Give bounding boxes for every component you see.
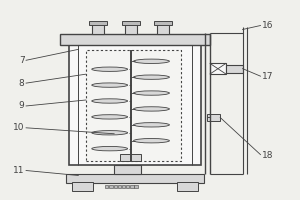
Text: 16: 16 xyxy=(262,21,274,30)
Ellipse shape xyxy=(134,75,169,79)
Bar xyxy=(226,65,243,73)
Ellipse shape xyxy=(134,123,169,127)
Ellipse shape xyxy=(92,67,128,71)
Bar xyxy=(177,182,198,191)
Bar xyxy=(89,21,107,25)
Bar xyxy=(69,45,201,165)
Bar xyxy=(66,174,204,183)
Bar xyxy=(158,22,169,34)
Bar xyxy=(105,185,109,188)
Ellipse shape xyxy=(92,146,128,151)
Text: 9: 9 xyxy=(19,101,25,110)
Ellipse shape xyxy=(134,91,169,95)
Bar xyxy=(154,21,172,25)
Bar xyxy=(207,114,220,121)
Text: 11: 11 xyxy=(13,166,25,175)
Bar xyxy=(110,185,113,188)
Bar xyxy=(92,22,104,34)
Bar xyxy=(210,63,226,74)
Ellipse shape xyxy=(92,99,128,103)
Text: 10: 10 xyxy=(13,123,25,132)
Bar xyxy=(114,165,141,174)
Bar xyxy=(122,185,125,188)
Bar xyxy=(124,22,136,34)
Ellipse shape xyxy=(134,139,169,143)
Text: 8: 8 xyxy=(19,79,25,88)
Bar xyxy=(126,185,129,188)
Ellipse shape xyxy=(92,115,128,119)
Bar xyxy=(72,182,93,191)
Ellipse shape xyxy=(134,107,169,111)
Bar xyxy=(114,185,117,188)
Bar xyxy=(122,21,140,25)
Bar xyxy=(134,185,138,188)
Text: 7: 7 xyxy=(19,56,25,65)
Bar xyxy=(60,34,210,45)
Bar xyxy=(86,50,182,161)
Bar xyxy=(130,185,134,188)
Ellipse shape xyxy=(92,131,128,135)
Bar xyxy=(118,185,121,188)
Text: 17: 17 xyxy=(262,72,274,81)
Bar xyxy=(120,154,141,161)
Text: 18: 18 xyxy=(262,151,274,160)
Ellipse shape xyxy=(92,83,128,87)
Ellipse shape xyxy=(134,59,169,63)
